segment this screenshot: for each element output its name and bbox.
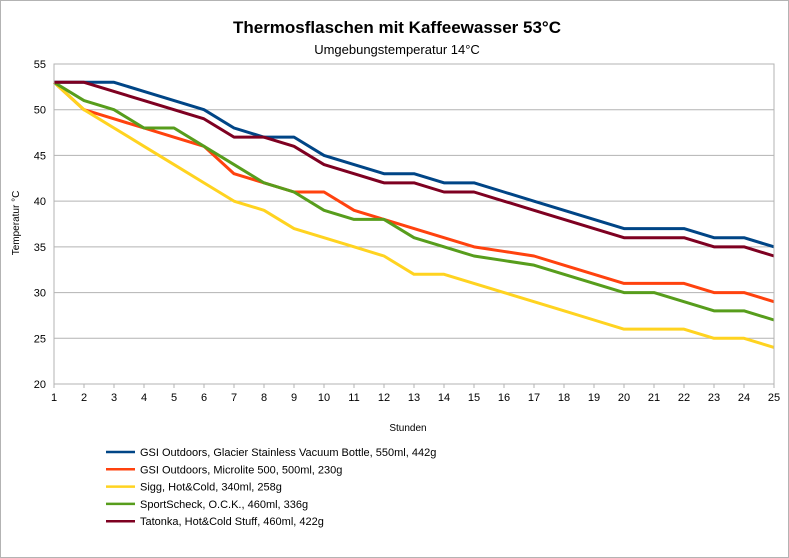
x-tick-label: 24 xyxy=(738,392,750,404)
x-axis-label: Stunden xyxy=(389,423,426,434)
y-axis-ticks: 20 25 30 35 40 45 50 55 xyxy=(34,59,46,391)
x-tick-label: 8 xyxy=(261,392,267,404)
x-tick-label: 21 xyxy=(648,392,660,404)
y-tick-label: 50 xyxy=(34,105,46,117)
x-tick-label: 19 xyxy=(588,392,600,404)
x-tick-label: 6 xyxy=(201,392,207,404)
y-tick-label: 45 xyxy=(34,150,46,162)
x-axis-ticks: 1 2 3 4 5 6 7 8 9 10 11 12 13 14 15 16 17 18 19 20 21 22 23 24 2… xyxy=(51,384,780,404)
series-line-2 xyxy=(52,81,775,304)
y-tick-label: 25 xyxy=(34,333,46,345)
x-tick-label: 23 xyxy=(708,392,720,404)
series-line-4 xyxy=(53,81,775,322)
series-line-5 xyxy=(54,80,775,258)
legend-entry: SportScheck, O.C.K., 460ml, 336g xyxy=(140,499,308,511)
x-tick-label: 25 xyxy=(768,392,780,404)
x-tick-label: 17 xyxy=(528,392,540,404)
x-tick-label: 2 xyxy=(81,392,87,404)
plot-area xyxy=(53,63,775,385)
series-line-1 xyxy=(54,80,775,249)
y-tick-label: 40 xyxy=(34,196,46,208)
series-line-3 xyxy=(52,81,775,349)
x-tick-label: 4 xyxy=(141,392,147,404)
x-tick-label: 7 xyxy=(231,392,237,404)
y-axis-label: Temperatur °C xyxy=(11,191,22,256)
legend: GSI Outdoors, Glacier Stainless Vacuum B… xyxy=(106,447,436,528)
y-tick-label: 35 xyxy=(34,242,46,254)
gridlines xyxy=(54,63,774,385)
x-tick-label: 20 xyxy=(618,392,630,404)
x-tick-label: 13 xyxy=(408,392,420,404)
x-tick-label: 5 xyxy=(171,392,177,404)
x-tick-label: 18 xyxy=(558,392,570,404)
x-tick-label: 12 xyxy=(378,392,390,404)
x-tick-label: 1 xyxy=(51,392,57,404)
legend-entry: Sigg, Hot&Cold, 340ml, 258g xyxy=(140,482,282,494)
legend-entry: Tatonka, Hot&Cold Stuff, 460ml, 422g xyxy=(140,516,324,528)
chart-title: Thermosflaschen mit Kaffeewasser 53°C xyxy=(233,18,561,37)
y-tick-label: 20 xyxy=(34,379,46,391)
x-tick-label: 3 xyxy=(111,392,117,404)
x-tick-label: 22 xyxy=(678,392,690,404)
x-tick-label: 11 xyxy=(348,392,359,404)
chart-subtitle: Umgebungstemperatur 14°C xyxy=(314,42,480,57)
y-tick-label: 55 xyxy=(34,59,46,71)
series-lines xyxy=(52,80,775,349)
x-tick-label: 14 xyxy=(438,392,450,404)
x-tick-label: 9 xyxy=(291,392,297,404)
x-tick-label: 10 xyxy=(318,392,330,404)
x-tick-label: 15 xyxy=(468,392,480,404)
y-tick-label: 30 xyxy=(34,288,46,300)
x-tick-label: 16 xyxy=(498,392,510,404)
legend-entry: GSI Outdoors, Glacier Stainless Vacuum B… xyxy=(140,447,436,459)
legend-entry: GSI Outdoors, Microlite 500, 500ml, 230g xyxy=(140,464,342,476)
